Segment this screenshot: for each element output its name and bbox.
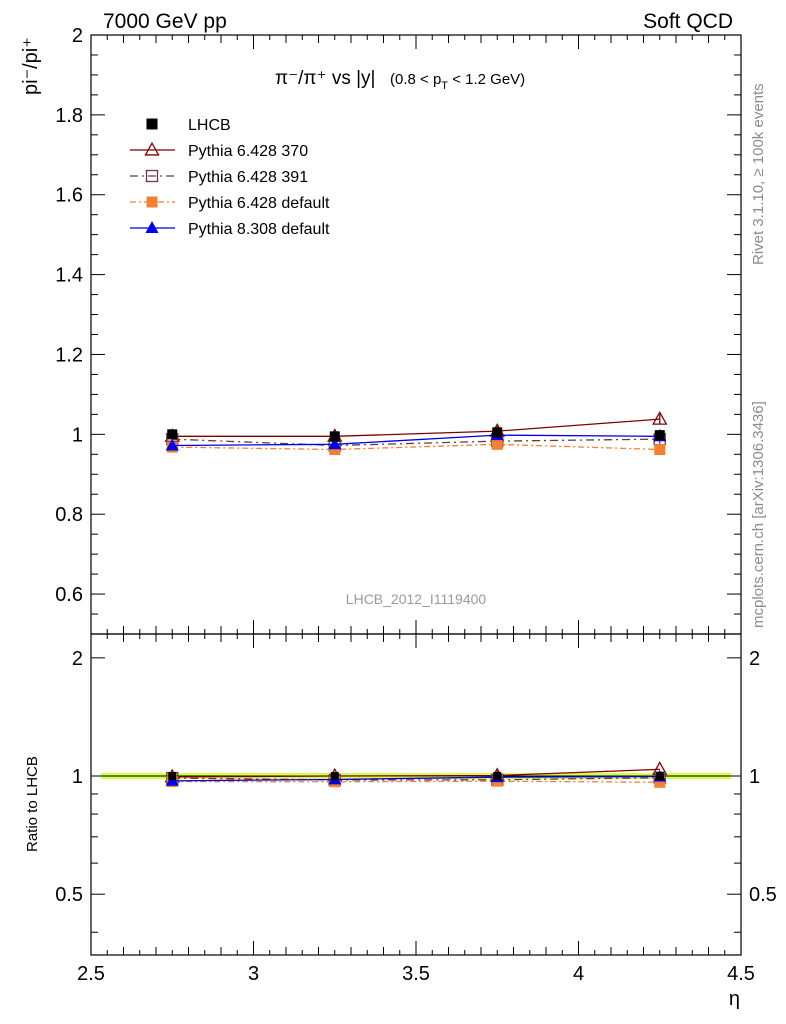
series-point: [652, 411, 668, 425]
series-point: [491, 438, 503, 450]
legend-label: Pythia 6.428 default: [188, 195, 330, 212]
ratio-y-tick-label-right: 1: [749, 766, 760, 788]
main-y-tick-label: 1.8: [55, 105, 83, 127]
ratio-y-tick-label-left: 2: [72, 648, 83, 670]
ratio-data-point: [493, 772, 502, 781]
chart-title-main: π⁻/π⁺ vs |y|: [275, 68, 375, 89]
legend-label: Pythia 8.308 default: [188, 221, 330, 238]
x-tick-label: 2.5: [77, 963, 105, 985]
ratio-axis-label: Ratio to LHCB: [24, 756, 41, 852]
ratio-y-tick-label-right: 0.5: [749, 884, 777, 906]
series-point: [328, 437, 342, 450]
legend-marker: [145, 169, 159, 183]
main-y-tick-label: 1.6: [55, 185, 83, 207]
ratio-data-point: [655, 772, 664, 781]
x-axis-label: η: [729, 988, 740, 1010]
main-y-tick-label: 1: [72, 424, 83, 446]
legend-marker: [145, 221, 159, 233]
main-axis-ticks: 0.6 0.8 1 1.2 1.4 1.6 1.8 2 2.5 3 3.5 4 4.5: [55, 25, 755, 985]
mcplots-label: mcplots.cern.ch [arXiv:1306.3436]: [750, 401, 767, 628]
ratio-series-line: [172, 768, 660, 778]
rivet-label: Rivet 3.1.10, ≥ 100k events: [750, 83, 767, 265]
data-point: [167, 429, 178, 440]
ratio-axis-ticks: 0.5 0.5 1 1 2 2: [55, 648, 777, 933]
ratio-data-point: [168, 772, 177, 781]
x-tick-label: 3.5: [402, 963, 430, 985]
chart-title-cut-prefix: (0.8 < p: [390, 71, 441, 88]
legend-label: Pythia 6.428 370: [188, 143, 308, 160]
legend-marker: [146, 196, 158, 208]
series-0: [164, 411, 668, 442]
ratio-frame-border: [90, 633, 742, 956]
series-line: [172, 434, 660, 447]
legend-entry-0: Pythia 6.428 370: [130, 141, 308, 160]
main-y-tick-label: 1.4: [55, 265, 83, 287]
main-y-tick-label: 0.6: [55, 584, 83, 606]
series-point: [165, 438, 179, 451]
legend-entry-1: Pythia 6.428 391: [130, 169, 308, 186]
x-tick-label: 4: [573, 963, 584, 985]
series-point: [654, 444, 666, 456]
ratio-series-point: [654, 776, 666, 788]
x-tick-label: 3: [248, 963, 259, 985]
data-series: [167, 427, 665, 442]
legend-marker-data: [146, 118, 158, 130]
legend-marker: [144, 141, 160, 156]
ratio-y-tick-label-left: 0.5: [55, 884, 83, 906]
process-label: Soft QCD: [643, 10, 733, 33]
data-point: [329, 431, 340, 442]
y-axis-label: pi⁻/pi⁺: [20, 37, 42, 95]
chart-title-cut-sub: T: [441, 80, 448, 92]
chart-title: π⁻/π⁺ vs |y| (0.8 < pT < 1.2 GeV): [275, 68, 525, 92]
ratio-data-point: [330, 772, 339, 781]
ratio-series-layer: [164, 761, 668, 788]
legend-label: Pythia 6.428 391: [188, 169, 308, 186]
data-point: [492, 427, 503, 438]
ratio-data-series: [168, 772, 664, 781]
legend-label-data: LHCB: [188, 117, 231, 134]
series-line: [172, 418, 660, 437]
analysis-id: LHCB_2012_I1119400: [346, 591, 487, 607]
main-y-tick-label: 1.2: [55, 344, 83, 366]
data-point: [654, 430, 665, 441]
chart-title-cut-suffix: < 1.2 GeV): [448, 71, 525, 88]
chart-title-cut: (0.8 < pT < 1.2 GeV): [390, 71, 525, 92]
main-series-layer: [164, 411, 668, 456]
series-line: [172, 443, 660, 451]
main-y-tick-label: 2: [72, 25, 83, 47]
x-tick-label: 4.5: [727, 963, 755, 985]
legend-entry-3: Pythia 8.308 default: [130, 221, 330, 238]
series-point: [329, 444, 341, 456]
ratio-y-tick-label-right: 2: [749, 648, 760, 670]
legend-entry-2: Pythia 6.428 default: [130, 195, 330, 212]
series-2: [166, 438, 666, 456]
energy-label: 7000 GeV pp: [103, 10, 227, 33]
ratio-series-line: [172, 780, 660, 783]
ratio-series-line: [172, 775, 660, 782]
ratio-y-tick-label-left: 1: [72, 766, 83, 788]
main-y-tick-label: 0.8: [55, 504, 83, 526]
ratio-panel: [90, 633, 742, 956]
legend: LHCB Pythia 6.428 370 Pythia 6.428 391 Pyth…: [130, 117, 330, 238]
legend-entry-data: LHCB: [146, 117, 231, 134]
